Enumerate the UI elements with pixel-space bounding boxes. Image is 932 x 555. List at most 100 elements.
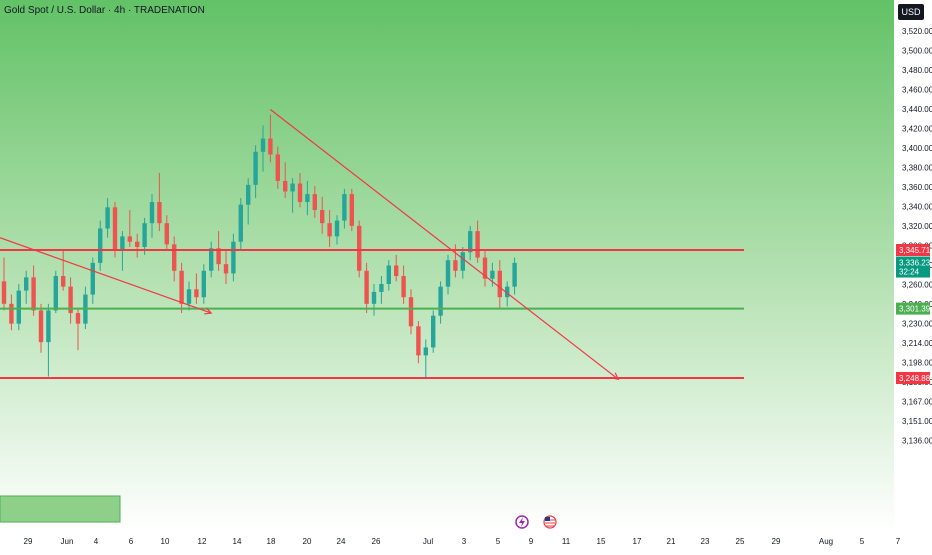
candle-body xyxy=(24,277,29,291)
candle-body xyxy=(305,194,310,203)
price-tick-label: 3,480.00 xyxy=(902,66,932,75)
trend-arrow-head xyxy=(204,307,213,315)
trend-line-upper[interactable] xyxy=(270,109,619,380)
candle-body xyxy=(394,265,399,277)
price-tick-label: 3,136.00 xyxy=(902,437,932,446)
time-tick-label: 21 xyxy=(667,537,676,546)
time-tick-label: 10 xyxy=(161,537,170,546)
candle-body xyxy=(164,223,169,245)
candle-body xyxy=(172,244,177,271)
price-tick-label: 3,320.00 xyxy=(902,222,932,231)
trend-line-left[interactable] xyxy=(0,237,212,314)
candle-body xyxy=(179,270,184,304)
candle-body xyxy=(120,236,125,251)
candle-body xyxy=(223,264,229,274)
candle-body xyxy=(112,207,118,251)
candle-body xyxy=(135,241,140,247)
time-tick-label: 24 xyxy=(337,537,346,546)
lower-level-label: 3,248.88 xyxy=(899,374,931,383)
candle-body xyxy=(438,286,443,316)
price-tick-label: 3,167.00 xyxy=(902,398,932,407)
time-axis[interactable]: 29 Jun 4 6 10 12 14 18 20 24 26 Jul 3 5 9 11 15 17 21 23 25 2… xyxy=(24,537,901,546)
candle-body xyxy=(505,286,510,298)
support-level-label: 3,301.39 xyxy=(899,305,931,314)
support-level-tag: 3,301.39 xyxy=(896,302,931,315)
time-tick-label: 23 xyxy=(701,537,710,546)
countdown-tag: 32:24 xyxy=(896,265,930,278)
time-tick-label: 20 xyxy=(303,537,312,546)
price-tick-label: 3,360.00 xyxy=(902,183,932,192)
candle-body xyxy=(290,183,295,192)
time-tick-label: 29 xyxy=(24,537,33,546)
candle-body xyxy=(16,290,21,324)
candle-body xyxy=(490,270,495,279)
price-tick-label: 3,230.00 xyxy=(902,320,932,329)
candle-body xyxy=(364,270,369,304)
candle-body xyxy=(201,270,206,298)
price-tick-label: 3,198.00 xyxy=(902,359,932,368)
price-tick-label: 3,520.00 xyxy=(902,27,932,36)
time-tick-label: Aug xyxy=(819,537,833,546)
event-flash-icon[interactable] xyxy=(515,515,529,529)
price-tick-label: 3,440.00 xyxy=(902,105,932,114)
candle-body xyxy=(334,220,340,237)
time-tick-label: 12 xyxy=(198,537,207,546)
candle-body xyxy=(194,289,199,298)
price-tick-label: 3,420.00 xyxy=(902,125,932,134)
time-tick-label: 3 xyxy=(462,537,467,546)
price-tick-label: 3,500.00 xyxy=(902,47,932,56)
lower-level-tag: 3,248.88 xyxy=(896,372,931,384)
trend-arrow-head xyxy=(611,372,620,380)
candle-body xyxy=(416,326,421,356)
chart-title: Gold Spot / U.S. Dollar · 4h · TRADENATI… xyxy=(4,5,205,16)
candle-body xyxy=(246,184,251,205)
candle-body xyxy=(216,248,221,265)
candle-body xyxy=(231,241,236,274)
candle-body xyxy=(320,209,325,224)
resistance-level-tag: 3,345.71 xyxy=(896,244,931,256)
time-tick-label: 4 xyxy=(94,537,99,546)
time-tick-label: 18 xyxy=(267,537,276,546)
candle-body xyxy=(127,236,132,242)
candle-body xyxy=(371,291,377,304)
candle-body xyxy=(482,257,488,279)
candle-body xyxy=(349,194,354,226)
candle-body xyxy=(386,265,391,284)
us-flag-icon[interactable] xyxy=(543,515,557,529)
candle-body xyxy=(31,277,36,311)
price-tick-label: 3,260.00 xyxy=(902,281,932,290)
candle-body xyxy=(46,310,51,343)
price-tick-label: 3,400.00 xyxy=(902,144,932,153)
candle-body xyxy=(357,225,362,271)
candle-body xyxy=(157,202,162,224)
time-tick-label: 7 xyxy=(896,537,901,546)
candle-body xyxy=(512,262,517,287)
candle-body xyxy=(260,138,266,152)
time-tick-label: 6 xyxy=(129,537,134,546)
resistance-level-label: 3,345.71 xyxy=(899,246,931,255)
time-axis-background xyxy=(0,532,894,550)
candle-body xyxy=(68,286,73,314)
candle-body xyxy=(401,276,406,298)
currency-badge[interactable]: USD xyxy=(898,4,924,20)
candle-body xyxy=(149,202,155,224)
candle-body xyxy=(453,260,458,271)
candle-body xyxy=(445,260,451,287)
price-tick-label: 3,380.00 xyxy=(902,164,932,173)
time-tick-label: 26 xyxy=(372,537,381,546)
time-tick-label: 11 xyxy=(562,537,571,546)
price-tick-label: 3,340.00 xyxy=(902,203,932,212)
time-tick-label: Jun xyxy=(61,537,74,546)
candle-body xyxy=(209,248,214,271)
candle-body xyxy=(61,276,66,287)
time-tick-label: 17 xyxy=(633,537,642,546)
candle-body xyxy=(75,313,81,324)
time-tick-label: 15 xyxy=(597,537,606,546)
candle-body xyxy=(475,231,480,258)
candle-body xyxy=(312,194,317,210)
bottom-left-box xyxy=(0,495,121,523)
candle-body xyxy=(38,310,44,343)
